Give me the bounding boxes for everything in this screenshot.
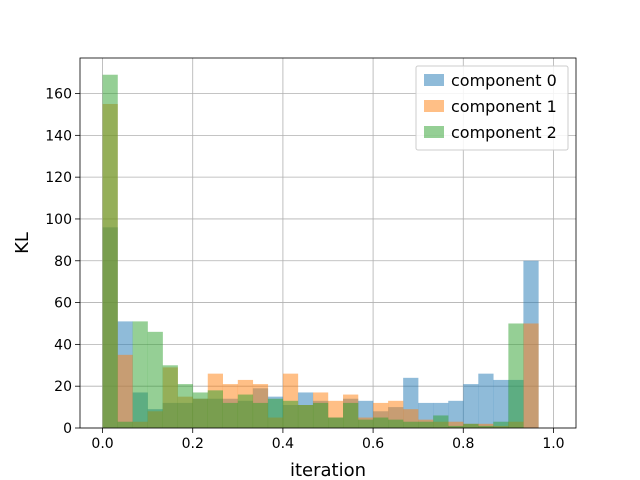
x-axis-ticks: 0.0 0.2 0.4 0.6 0.8 1.0 bbox=[91, 428, 565, 452]
legend-swatch bbox=[424, 126, 444, 138]
histogram-bar bbox=[147, 331, 163, 428]
histogram-bar bbox=[493, 379, 509, 428]
histogram-bar bbox=[448, 400, 464, 428]
x-tick-label: 0.2 bbox=[182, 436, 204, 452]
histogram-bar bbox=[282, 400, 299, 428]
histogram-bar bbox=[117, 354, 133, 428]
bars bbox=[102, 74, 539, 428]
x-tick-label: 0.8 bbox=[452, 436, 474, 452]
histogram-bar bbox=[448, 421, 464, 428]
x-axis-label: iteration bbox=[290, 460, 366, 480]
x-tick-label: 0.0 bbox=[91, 436, 113, 452]
y-tick-label: 80 bbox=[54, 254, 72, 270]
histogram-bar bbox=[267, 398, 284, 428]
series-2-bars bbox=[102, 74, 524, 428]
histogram-bar bbox=[463, 423, 479, 428]
histogram-bar bbox=[177, 384, 193, 428]
histogram-bar bbox=[252, 402, 269, 428]
histogram-bar bbox=[162, 365, 178, 428]
histogram-bar bbox=[478, 373, 494, 428]
histogram-bar bbox=[297, 405, 314, 428]
histogram-bar bbox=[312, 402, 329, 428]
y-tick-label: 140 bbox=[45, 128, 72, 144]
histogram-bar bbox=[343, 402, 359, 428]
legend-swatch bbox=[424, 74, 444, 86]
y-tick-label: 120 bbox=[45, 170, 72, 186]
y-axis-label: KL bbox=[12, 232, 33, 254]
histogram-bar bbox=[102, 74, 118, 428]
histogram-bar bbox=[478, 425, 494, 428]
legend-label: component 1 bbox=[451, 97, 557, 116]
histogram-bar bbox=[328, 417, 344, 428]
histogram-bar bbox=[207, 390, 223, 428]
histogram-bar bbox=[192, 392, 208, 428]
y-tick-label: 40 bbox=[54, 337, 72, 353]
y-tick-label: 100 bbox=[45, 212, 72, 228]
legend-swatch bbox=[424, 100, 444, 112]
histogram-bar bbox=[493, 421, 509, 428]
histogram-bar bbox=[373, 417, 389, 428]
legend-box bbox=[415, 65, 569, 151]
plot-frame bbox=[79, 57, 577, 429]
histogram-bar bbox=[358, 419, 374, 428]
histogram-bar bbox=[508, 323, 524, 428]
legend-label: component 0 bbox=[451, 71, 557, 90]
legend-label: component 2 bbox=[451, 123, 557, 142]
histogram-bar bbox=[418, 421, 434, 428]
x-tick-label: 0.4 bbox=[272, 436, 294, 452]
y-tick-label: 0 bbox=[63, 421, 72, 437]
y-tick-label: 20 bbox=[54, 379, 72, 395]
histogram-bar bbox=[117, 421, 133, 428]
histogram-bar bbox=[132, 321, 148, 428]
histogram-bar bbox=[463, 384, 479, 428]
y-axis-ticks: 0 20 40 60 80 100 120 140 160 bbox=[45, 87, 80, 437]
histogram-bar bbox=[433, 415, 449, 428]
histogram-bar bbox=[448, 425, 464, 428]
histogram-bar bbox=[523, 323, 539, 428]
x-tick-label: 1.0 bbox=[542, 436, 564, 452]
x-tick-label: 0.6 bbox=[362, 436, 384, 452]
histogram-bar bbox=[222, 402, 239, 428]
histogram-bar bbox=[237, 394, 254, 428]
histogram-bar bbox=[403, 421, 419, 428]
histogram-bar bbox=[388, 419, 404, 428]
y-tick-label: 160 bbox=[45, 87, 72, 103]
legend: component 0 component 1 component 2 bbox=[415, 65, 569, 151]
y-tick-label: 60 bbox=[54, 296, 72, 312]
